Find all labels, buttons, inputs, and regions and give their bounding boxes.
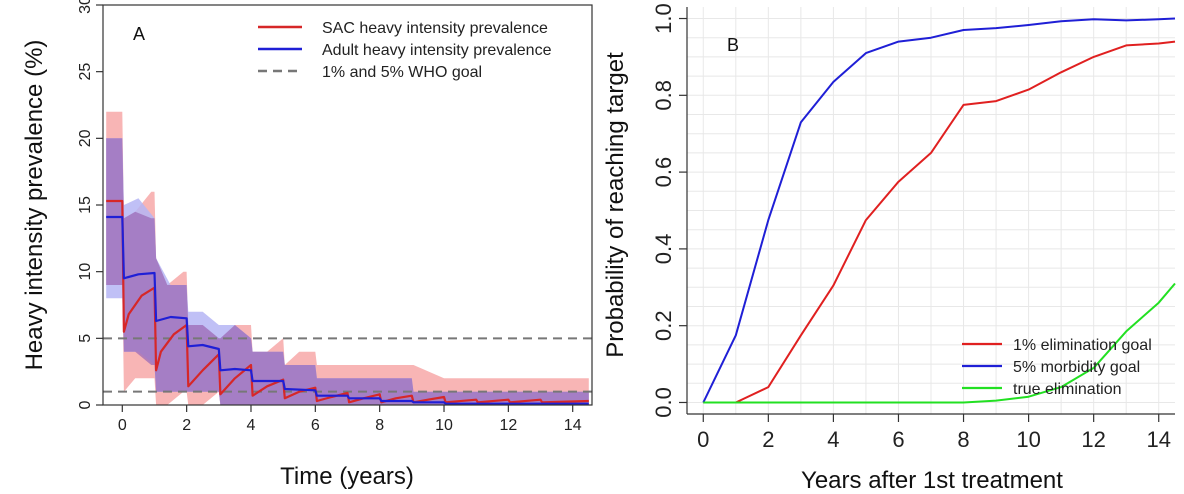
x-tick-label: 12	[1081, 427, 1105, 452]
panel-a-series-lines	[106, 199, 589, 405]
1-elimination-goal-line	[703, 40, 1176, 404]
y-tick-label: 30	[77, 0, 94, 14]
x-tick-label: 4	[247, 417, 256, 434]
x-tick-label: 8	[375, 417, 384, 434]
y-tick-label: 0	[77, 400, 94, 409]
x-tick-label: 12	[499, 417, 517, 434]
x-tick-label: 10	[435, 417, 453, 434]
panel-b-y-axis: 0.0 0.2 0.4 0.6 0.8 1.0	[651, 3, 687, 418]
x-tick-label: 0	[118, 417, 127, 434]
y-tick-label: 0.2	[651, 310, 676, 341]
x-tick-label: 14	[1146, 427, 1170, 452]
y-tick-label: 5	[77, 334, 94, 343]
x-tick-label: 2	[762, 427, 774, 452]
x-tick-label: 6	[892, 427, 904, 452]
x-tick-label: 4	[827, 427, 839, 452]
panel-b: 0 2 4 6 8 10 12 14 0.0 0.2 0.4 0.6 0.8 1.0 B 1% elim…	[602, 3, 1176, 494]
panel-b-label: B	[727, 35, 739, 55]
x-tick-label: 2	[182, 417, 191, 434]
adult-heavy-intensity-prevalence-line	[106, 215, 589, 405]
sac-heavy-intensity-prevalence-band	[106, 111, 589, 405]
y-tick-label: 0.6	[651, 157, 676, 188]
y-tick-label: 1.0	[651, 3, 676, 34]
y-tick-label: 20	[77, 129, 94, 147]
panel-a: 0 2 4 6 8 10 12 14 0 5 10 15 20 25 30 A SAC heavy int…	[21, 0, 593, 490]
x-tick-label: 14	[564, 417, 582, 434]
panel-a-x-axis-title: Time (years)	[280, 463, 414, 490]
panel-b-x-axis: 0 2 4 6 8 10 12 14	[697, 414, 1171, 452]
panel-a-legend: SAC heavy intensity prevalence Adult heav…	[258, 20, 552, 81]
panel-a-y-axis-title: Heavy intensity prevalence (%)	[21, 40, 48, 371]
panel-a-x-axis: 0 2 4 6 8 10 12 14	[118, 405, 582, 434]
y-tick-label: 25	[77, 63, 94, 81]
y-tick-label: 0.4	[651, 234, 676, 265]
x-tick-label: 10	[1016, 427, 1040, 452]
panel-a-y-axis: 0 5 10 15 20 25 30	[77, 0, 103, 409]
panel-b-legend: 1% elimination goal 5% morbidity goal true…	[962, 337, 1152, 398]
legend-label-1-and-5-who-goal: 1% and 5% WHO goal	[322, 64, 482, 81]
panel-a-who-goal-lines	[103, 337, 592, 393]
x-tick-label: 0	[697, 427, 709, 452]
legend-label-1-elimination-goal: 1% elimination goal	[1013, 337, 1152, 354]
panel-b-series-lines	[702, 17, 1176, 404]
x-tick-label: 8	[957, 427, 969, 452]
panel-a-label: A	[133, 24, 145, 44]
y-tick-label: 0.0	[651, 387, 676, 418]
5-morbidity-goal-line	[702, 17, 1176, 403]
legend-label-sac-heavy-intensity-prevalence: SAC heavy intensity prevalence	[322, 20, 548, 37]
panel-b-x-axis-title: Years after 1st treatment	[801, 467, 1063, 494]
overlap-band	[106, 138, 589, 406]
panel-b-y-axis-title: Probability of reaching target	[602, 52, 629, 358]
panel-a-confidence-bands	[106, 111, 589, 406]
y-tick-label: 15	[77, 196, 94, 214]
y-tick-label: 10	[77, 263, 94, 281]
panel-b-grid	[687, 7, 1175, 414]
true-elimination-line	[703, 282, 1176, 404]
legend-label-true-elimination: true elimination	[1013, 381, 1122, 398]
y-tick-label: 0.8	[651, 80, 676, 111]
legend-label-adult-heavy-intensity-prevalence: Adult heavy intensity prevalence	[322, 42, 552, 59]
legend-label-5-morbidity-goal: 5% morbidity goal	[1013, 359, 1140, 376]
x-tick-label: 6	[311, 417, 320, 434]
